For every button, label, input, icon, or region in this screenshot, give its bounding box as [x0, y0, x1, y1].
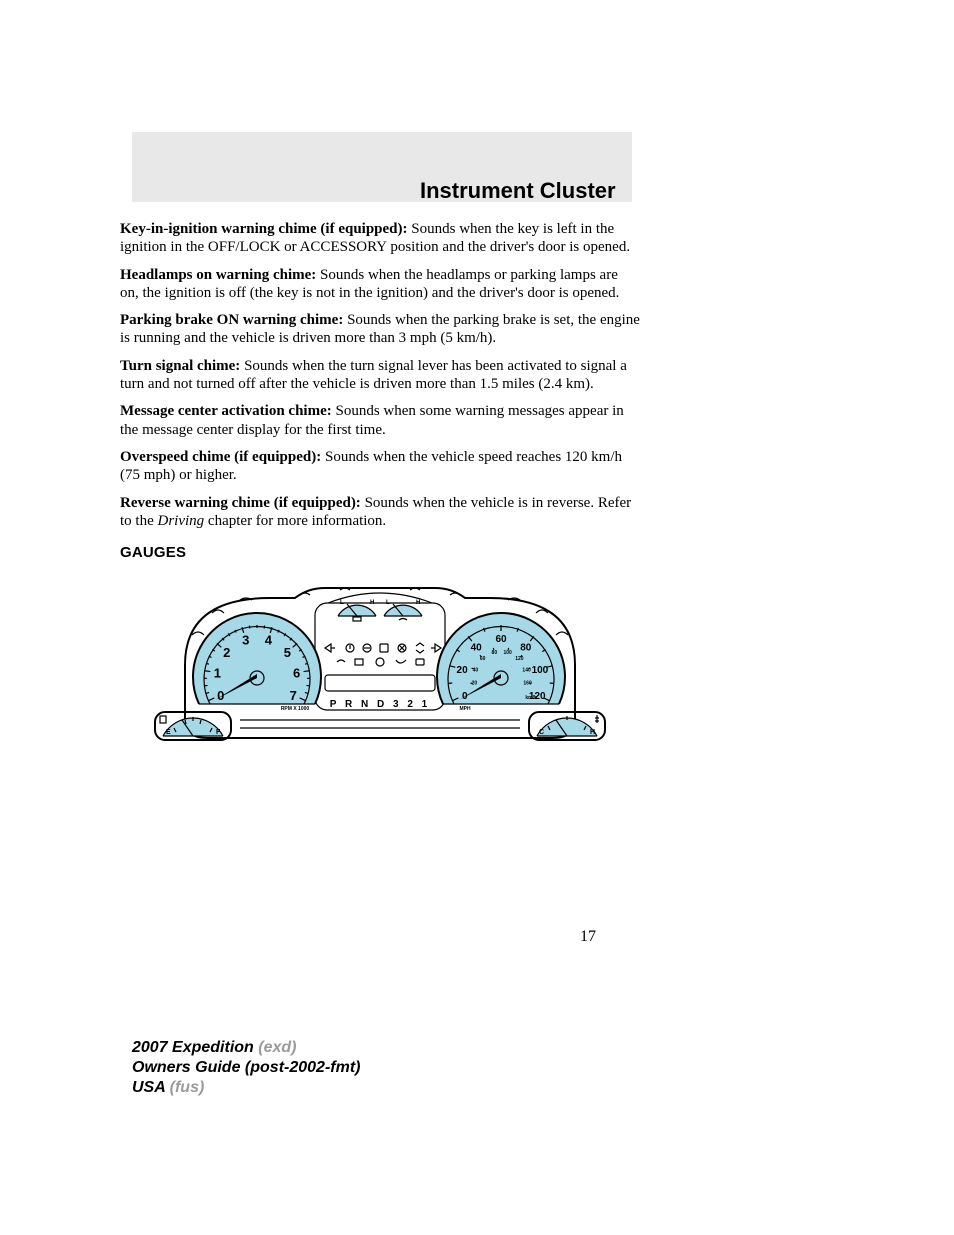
- svg-text:160: 160: [523, 681, 532, 687]
- para-rev-italic: Driving: [158, 513, 205, 529]
- instrument-cluster-diagram: P R N D 3 2 1: [140, 570, 620, 745]
- para-rev-bold: Reverse warning chime (if equipped):: [120, 495, 361, 511]
- svg-text:2: 2: [223, 645, 230, 660]
- temp-H: H: [590, 729, 595, 736]
- footer-block: 2007 Expedition (exd) Owners Guide (post…: [132, 1038, 360, 1098]
- tachometer-gauge: 0 123 456 7 RPM X 1000: [193, 613, 321, 712]
- speedometer-gauge: 020406080100120 20406080100120140160 MPH…: [437, 613, 565, 712]
- footer-code-3: (fus): [165, 1079, 204, 1096]
- footer-vehicle: 2007 Expedition: [132, 1039, 254, 1056]
- svg-text:140: 140: [522, 668, 531, 674]
- fuel-gauge: E F: [155, 712, 231, 740]
- temp-C: C: [539, 729, 544, 736]
- svg-text:100: 100: [503, 650, 512, 656]
- svg-text:60: 60: [480, 657, 486, 663]
- svg-text:60: 60: [495, 634, 507, 645]
- para-parking-bold: Parking brake ON warning chime:: [120, 312, 343, 328]
- para-turn-bold: Turn signal chime:: [120, 358, 240, 374]
- footer-code-1: (exd): [254, 1039, 297, 1056]
- para-turn: Turn signal chime: Sounds when the turn …: [120, 357, 640, 394]
- footer-line-2: Owners Guide (post-2002-fmt): [132, 1058, 360, 1078]
- svg-text:20: 20: [472, 681, 478, 687]
- svg-text:1: 1: [214, 666, 221, 681]
- svg-text:20: 20: [457, 665, 469, 676]
- speedo-kmh: km/h: [525, 695, 537, 701]
- top-right-L: L: [386, 600, 390, 606]
- para-rev: Reverse warning chime (if equipped): Sou…: [120, 494, 640, 531]
- svg-text:100: 100: [532, 665, 549, 676]
- gauge-prnd-text: P R N D 3 2 1: [330, 699, 431, 710]
- svg-text:80: 80: [492, 650, 498, 656]
- svg-text:7: 7: [290, 688, 297, 703]
- para-rev-text2: chapter for more information.: [204, 513, 386, 529]
- fuel-E: E: [166, 729, 171, 736]
- temperature-gauge: C H: [529, 712, 605, 740]
- fuel-F: F: [216, 729, 221, 736]
- tach-unit: RPM X 1000: [281, 706, 310, 712]
- svg-text:6: 6: [293, 666, 300, 681]
- para-msg: Message center activation chime: Sounds …: [120, 402, 640, 439]
- para-parking: Parking brake ON warning chime: Sounds w…: [120, 311, 640, 348]
- page-number: 17: [580, 928, 596, 946]
- svg-text:40: 40: [471, 643, 483, 654]
- svg-text:40: 40: [473, 668, 479, 674]
- para-msg-bold: Message center activation chime:: [120, 403, 332, 419]
- para-over-bold: Overspeed chime (if equipped):: [120, 449, 321, 465]
- body-content: Key-in-ignition warning chime (if equipp…: [120, 220, 640, 745]
- footer-line-1: 2007 Expedition (exd): [132, 1038, 360, 1058]
- svg-text:80: 80: [520, 643, 532, 654]
- top-left-H: H: [370, 600, 374, 606]
- para-key-chime-bold: Key-in-ignition warning chime (if equipp…: [120, 221, 408, 237]
- gauges-heading: GAUGES: [120, 544, 640, 562]
- svg-text:3: 3: [242, 633, 249, 648]
- svg-text:0: 0: [462, 691, 468, 702]
- para-key-chime: Key-in-ignition warning chime (if equipp…: [120, 220, 640, 257]
- page: Instrument Cluster Key-in-ignition warni…: [0, 0, 954, 1235]
- para-headlamp-bold: Headlamps on warning chime:: [120, 267, 316, 283]
- para-headlamp: Headlamps on warning chime: Sounds when …: [120, 266, 640, 303]
- footer-market: USA: [132, 1079, 165, 1096]
- para-over: Overspeed chime (if equipped): Sounds wh…: [120, 448, 640, 485]
- svg-text:120: 120: [515, 657, 524, 663]
- svg-text:0: 0: [217, 688, 224, 703]
- top-left-L: L: [340, 600, 344, 606]
- svg-text:4: 4: [265, 633, 273, 648]
- footer-line-3: USA (fus): [132, 1078, 360, 1098]
- svg-text:5: 5: [284, 645, 291, 660]
- speedo-mph: MPH: [459, 706, 471, 712]
- section-heading: Instrument Cluster: [420, 178, 616, 204]
- top-right-H: H: [416, 600, 420, 606]
